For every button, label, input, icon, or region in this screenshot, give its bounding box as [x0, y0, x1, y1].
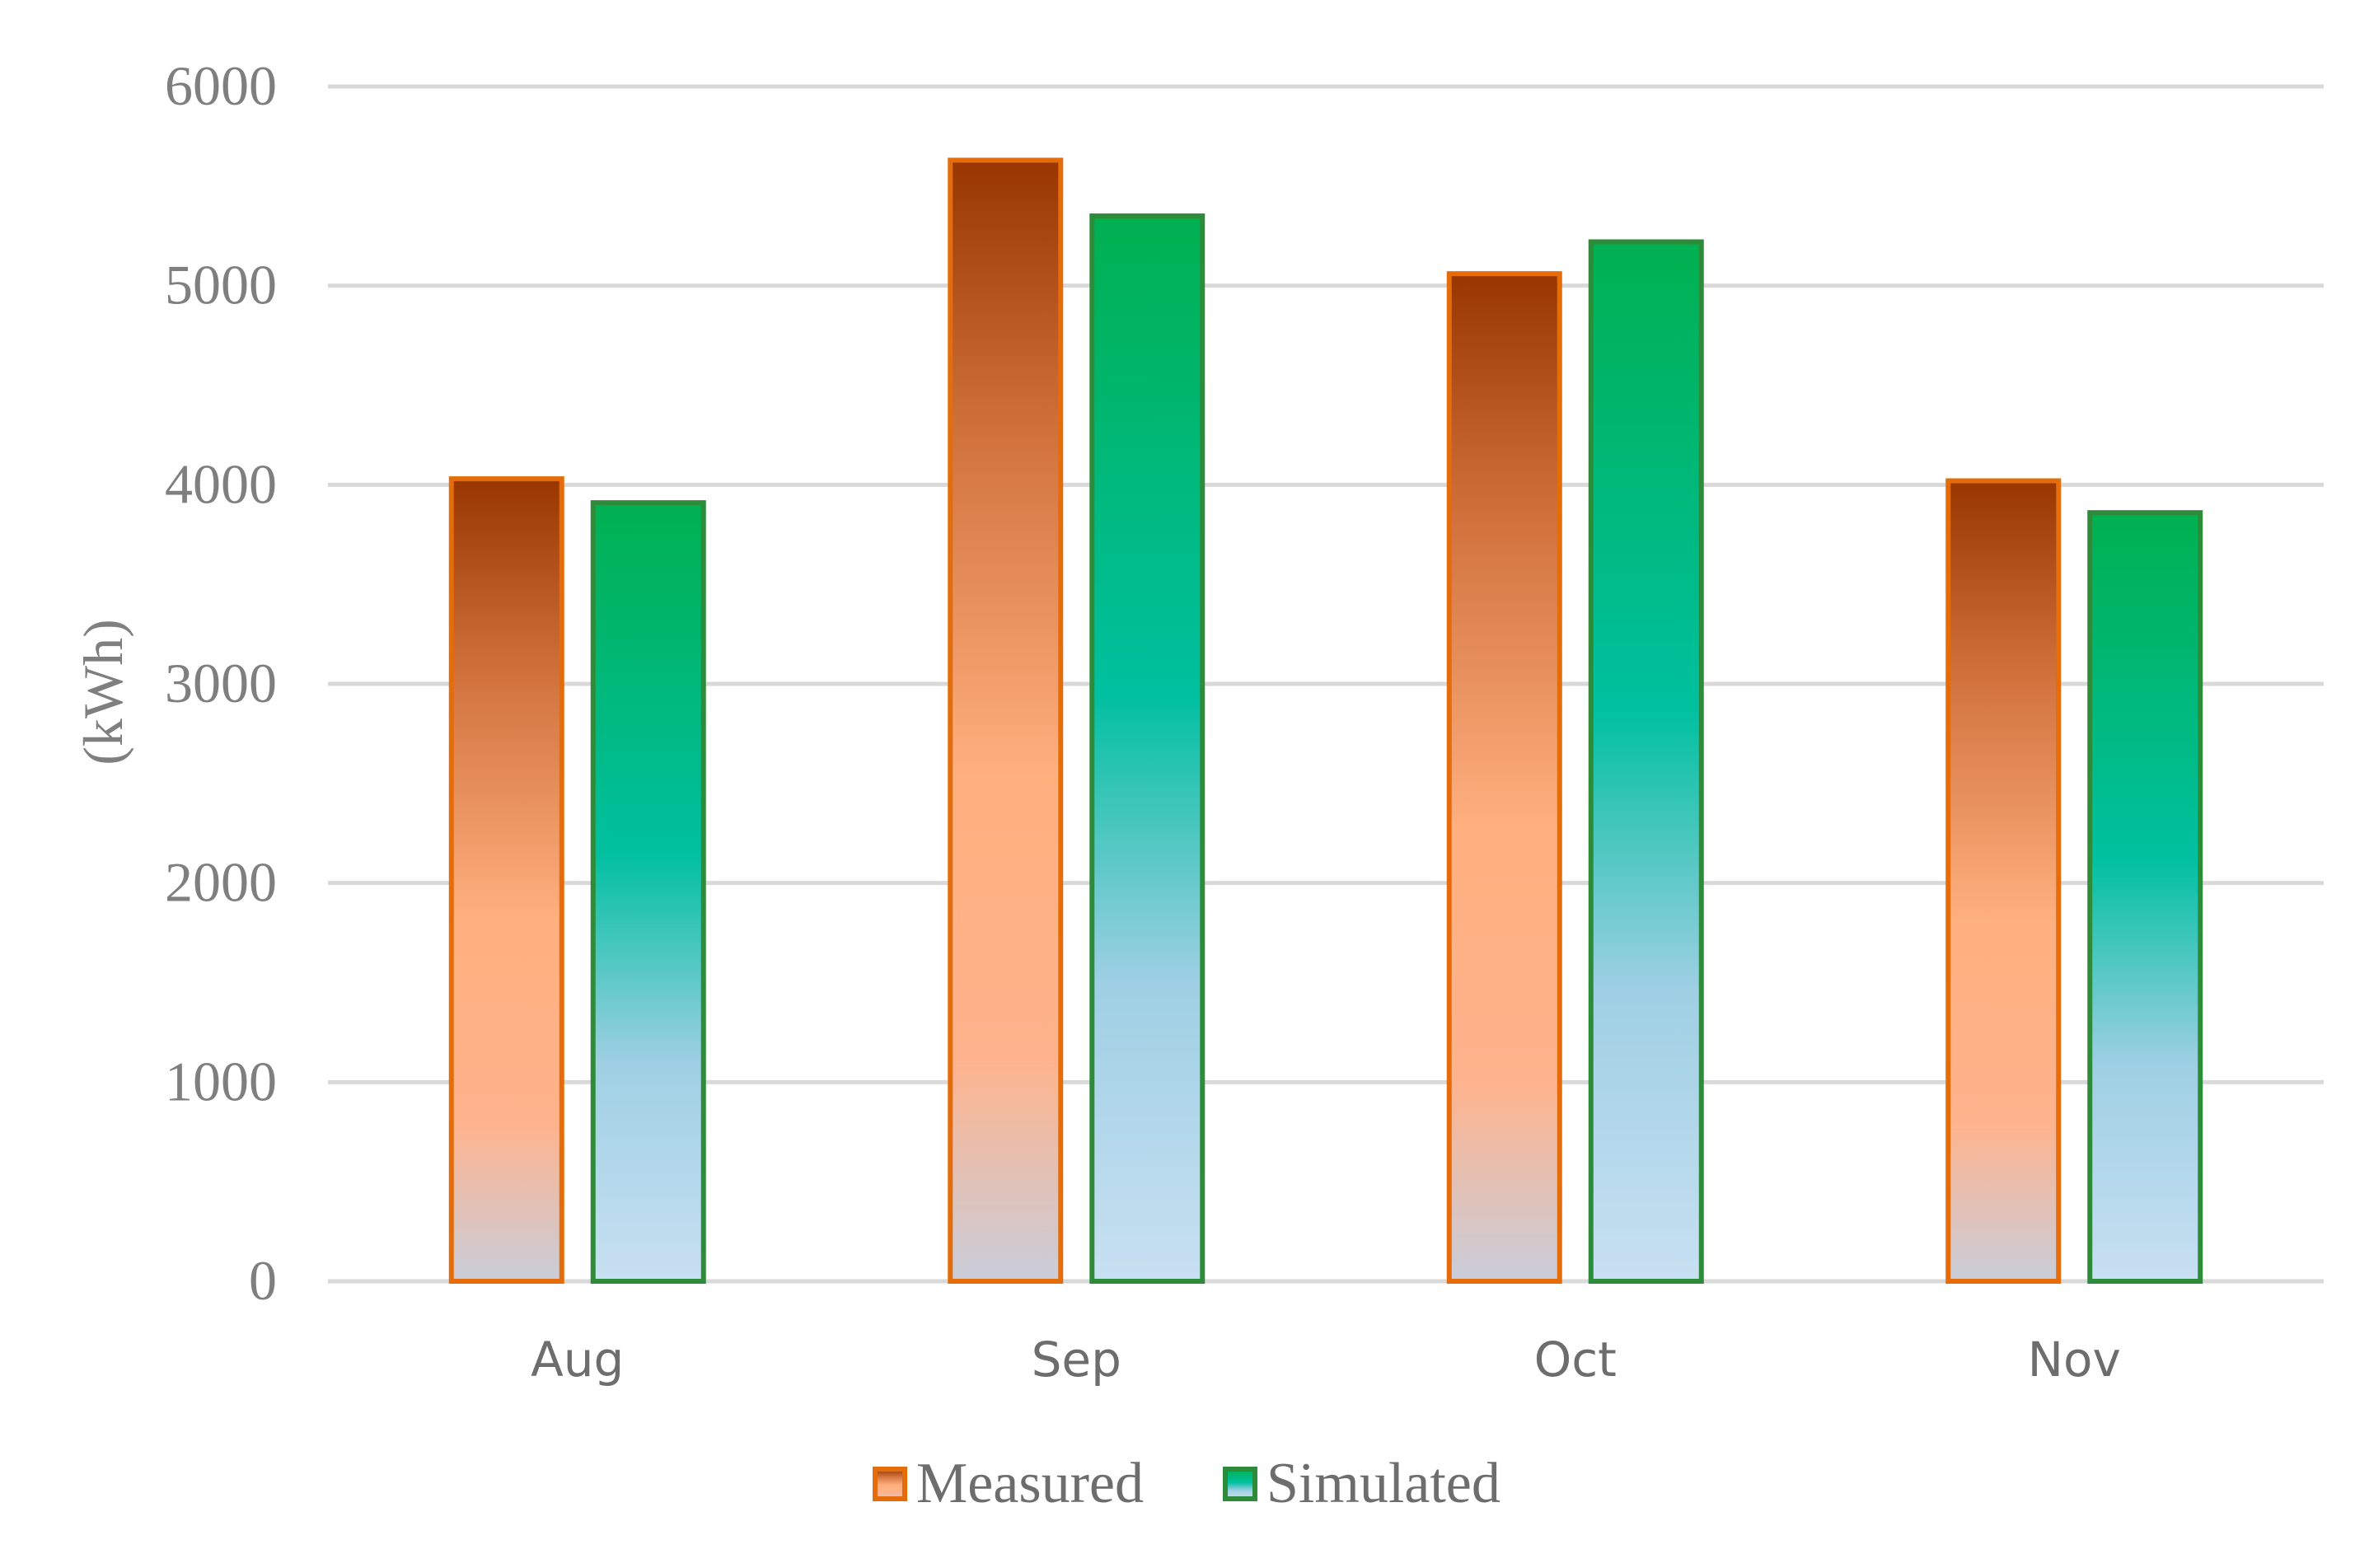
legend-swatch-simulated — [1223, 1467, 1257, 1501]
y-tick-label: 4000 — [165, 452, 277, 515]
legend-item-measured: Measured — [873, 1452, 1144, 1515]
bar-measured-sep — [948, 157, 1064, 1285]
legend-label-simulated: Simulated — [1266, 1452, 1501, 1515]
y-tick-label: 5000 — [165, 254, 277, 316]
bar-measured-aug — [448, 476, 564, 1284]
y-tick-label: 1000 — [165, 1050, 277, 1112]
bar-simulated-nov — [2087, 510, 2203, 1284]
bar-measured-oct — [1446, 271, 1562, 1285]
bar-simulated-oct — [1588, 239, 1704, 1284]
bar-simulated-sep — [1089, 213, 1206, 1284]
bars — [448, 157, 2203, 1285]
x-axis-ticks: Aug Sep Oct Nov — [531, 1332, 2121, 1388]
bar-simulated-aug — [590, 500, 706, 1284]
legend-swatch-measured — [873, 1467, 907, 1501]
bar-measured-nov — [1945, 478, 2062, 1284]
x-tick-label: Oct — [1534, 1332, 1617, 1388]
x-tick-label: Aug — [531, 1332, 624, 1388]
x-tick-label: Sep — [1032, 1332, 1121, 1388]
legend-label-measured: Measured — [916, 1452, 1144, 1515]
legend-item-simulated: Simulated — [1223, 1452, 1501, 1515]
y-axis-title: (kWh) — [72, 619, 134, 765]
legend: Measured Simulated — [873, 1452, 1501, 1515]
y-tick-label: 3000 — [165, 652, 277, 714]
y-tick-label: 2000 — [165, 851, 277, 914]
y-tick-label: 0 — [249, 1249, 277, 1312]
x-tick-label: Nov — [2028, 1332, 2121, 1388]
y-tick-label: 6000 — [165, 54, 277, 117]
y-axis-ticks: 0 1000 2000 3000 4000 5000 6000 — [165, 54, 277, 1312]
